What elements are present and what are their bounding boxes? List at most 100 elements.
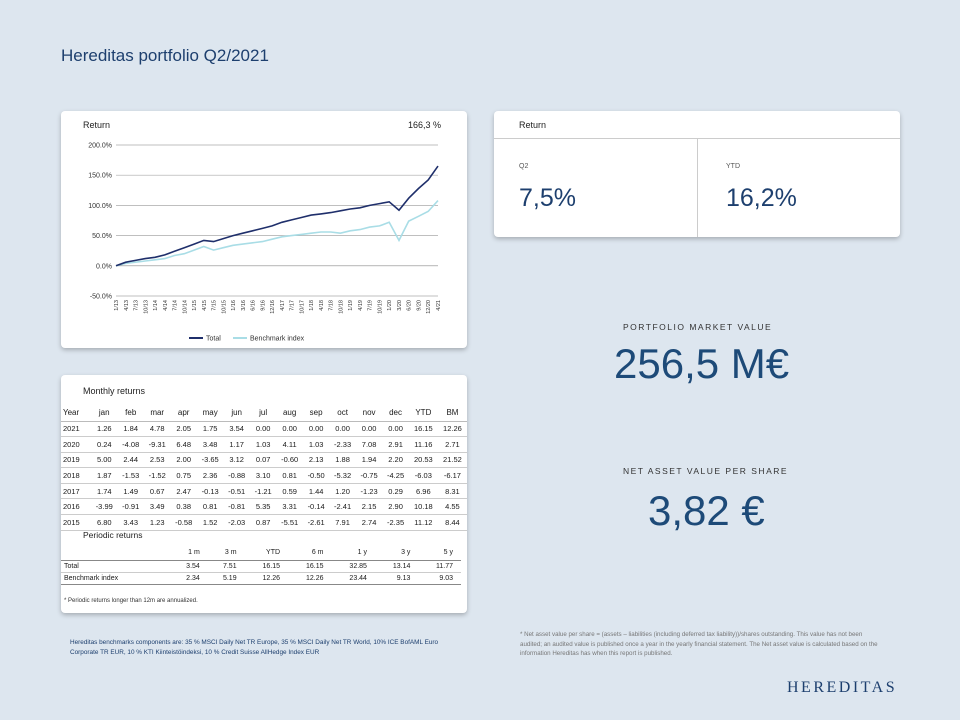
table-cell: 0.00 bbox=[249, 421, 277, 438]
table-row: Total 3.54 7.51 16.15 16.15 32.85 13.14 11.77 bbox=[61, 560, 461, 573]
table-cell: -1.21 bbox=[249, 483, 277, 500]
table-cell: -0.75 bbox=[355, 467, 383, 484]
table-cell: 7.08 bbox=[355, 436, 383, 453]
table-cell: 16.15 bbox=[288, 560, 332, 573]
x-tick-label: 4/15 bbox=[202, 300, 208, 311]
table-cell: 2.91 bbox=[382, 436, 409, 453]
table-cell: 1.84 bbox=[117, 421, 144, 438]
table-cell: Benchmark index bbox=[61, 572, 171, 585]
x-tick-label: 12/20 bbox=[426, 300, 432, 314]
table-cell: 2.53 bbox=[143, 452, 171, 469]
table-cell: -0.91 bbox=[117, 498, 144, 516]
monthly-returns-card: Monthly returns Year jan feb mar apr may jun ju… bbox=[61, 375, 467, 613]
table-cell: 6.80 bbox=[91, 514, 118, 531]
table-cell: -1.52 bbox=[143, 467, 171, 484]
table-cell: 2018 bbox=[61, 467, 91, 484]
table-cell: 3.12 bbox=[223, 452, 250, 469]
table-cell: 5.35 bbox=[249, 498, 277, 516]
y-tick-label: 50.0% bbox=[92, 233, 112, 240]
table-cell: 4.11 bbox=[276, 436, 303, 453]
table-cell: 32.85 bbox=[331, 560, 375, 573]
x-tick-label: 3/16 bbox=[241, 300, 247, 311]
x-tick-label: 4/14 bbox=[163, 300, 169, 311]
monthly-col-header: aug bbox=[276, 404, 303, 422]
nav-note: * Net asset value per share = (assets – … bbox=[520, 631, 878, 658]
table-cell: 1.52 bbox=[196, 514, 224, 531]
table-cell: 3.43 bbox=[117, 514, 144, 531]
table-cell: 0.67 bbox=[143, 483, 171, 500]
table-cell: 5.19 bbox=[207, 572, 245, 585]
return-card: Return Q2 7,5% YTD 16,2% bbox=[494, 111, 900, 237]
table-cell: -1.23 bbox=[355, 483, 383, 500]
table-cell: 2.34 bbox=[171, 572, 208, 585]
table-cell: 0.59 bbox=[276, 483, 303, 500]
table-cell: 8.44 bbox=[437, 514, 467, 531]
table-cell: 7.91 bbox=[329, 514, 356, 531]
table-cell: 0.24 bbox=[91, 436, 118, 453]
table-cell: 13.14 bbox=[374, 560, 419, 573]
periodic-col-header bbox=[61, 546, 171, 561]
periodic-col-header: 5 y bbox=[418, 546, 461, 561]
monthly-col-header: jan bbox=[91, 404, 118, 422]
table-cell: 6.48 bbox=[170, 436, 197, 453]
table-cell: 0.87 bbox=[249, 514, 277, 531]
table-cell: -4.25 bbox=[382, 467, 409, 484]
monthly-col-header: mar bbox=[143, 404, 171, 422]
y-tick-label: 200.0% bbox=[88, 143, 112, 150]
table-cell: 3.54 bbox=[223, 421, 250, 438]
benchmark-note: Hereditas benchmarks components are: 35 … bbox=[70, 639, 439, 656]
table-cell: 2015 bbox=[61, 514, 91, 531]
table-cell: 11.12 bbox=[408, 514, 438, 531]
x-tick-label: 1/19 bbox=[348, 300, 354, 311]
table-cell: 2.36 bbox=[196, 467, 224, 484]
legend-label: Total bbox=[206, 336, 221, 343]
table-cell: -0.51 bbox=[223, 483, 250, 500]
table-cell: 2.05 bbox=[170, 421, 197, 438]
x-tick-label: 6/16 bbox=[251, 300, 257, 311]
table-cell: 2.44 bbox=[117, 452, 144, 469]
monthly-col-header: feb bbox=[117, 404, 144, 422]
x-tick-label: 7/17 bbox=[290, 300, 296, 311]
table-cell: -2.41 bbox=[329, 498, 356, 516]
table-cell: 6.96 bbox=[408, 483, 438, 500]
table-cell: 0.00 bbox=[355, 421, 383, 438]
x-tick-label: 1/14 bbox=[153, 300, 159, 311]
x-tick-label: 1/13 bbox=[114, 300, 120, 311]
table-cell: 2.13 bbox=[302, 452, 330, 469]
table-cell: 1.75 bbox=[196, 421, 224, 438]
periodic-col-header: 3 m bbox=[207, 546, 245, 561]
x-tick-label: 7/18 bbox=[329, 300, 335, 311]
x-tick-label: 10/19 bbox=[377, 300, 383, 314]
monthly-col-header: may bbox=[196, 404, 224, 422]
y-tick-label: -50.0% bbox=[90, 294, 112, 301]
x-tick-label: 7/15 bbox=[212, 300, 218, 311]
table-cell: -4.08 bbox=[117, 436, 144, 453]
return-card-header: Return bbox=[494, 111, 900, 139]
table-row: 2017 1.74 1.49 0.67 2.47 -0.13 -0.51 -1.21 0.59 1… bbox=[61, 483, 467, 500]
x-tick-label: 7/14 bbox=[173, 300, 179, 311]
table-cell: 2.71 bbox=[437, 436, 467, 453]
monthly-col-header: BM bbox=[437, 404, 467, 422]
table-cell: 11.77 bbox=[418, 560, 461, 573]
table-cell: 1.20 bbox=[329, 483, 356, 500]
chart-total-return: 166,3 % bbox=[407, 120, 441, 130]
nav-label: NET ASSET VALUE PER SHARE bbox=[623, 466, 789, 476]
table-cell: 2.47 bbox=[170, 483, 197, 500]
return-card-label: Return bbox=[519, 120, 547, 130]
table-cell: 1.03 bbox=[249, 436, 277, 453]
table-cell: 10.18 bbox=[408, 498, 438, 516]
hereditas-logo: HEREDITAS bbox=[787, 679, 898, 696]
table-cell: 0.00 bbox=[382, 421, 409, 438]
legend-label: Benchmark index bbox=[250, 336, 305, 343]
table-cell: 3.31 bbox=[276, 498, 303, 516]
periodic-col-header: 3 y bbox=[374, 546, 419, 561]
monthly-col-header: YTD bbox=[408, 404, 438, 422]
monthly-col-header: jun bbox=[223, 404, 250, 422]
x-tick-label: 6/20 bbox=[407, 300, 413, 311]
table-cell: 2020 bbox=[61, 436, 91, 453]
table-cell: 3.10 bbox=[249, 467, 277, 484]
table-cell: 7.51 bbox=[207, 560, 245, 573]
y-tick-label: 150.0% bbox=[88, 173, 112, 180]
x-tick-label: 7/13 bbox=[134, 300, 140, 311]
x-tick-label: 10/13 bbox=[143, 300, 149, 314]
